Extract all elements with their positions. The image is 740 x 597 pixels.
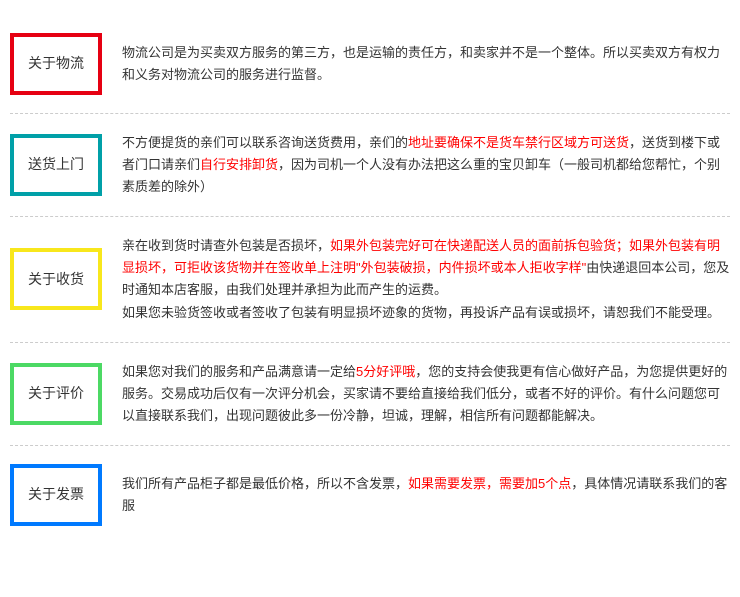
section-label: 关于发票 (28, 483, 84, 507)
highlight-text: 自行安排卸货 (200, 157, 278, 172)
body-text: 我们所有产品柜子都是最低价格，所以不含发票， (122, 476, 408, 491)
section-label-box: 关于发票 (10, 464, 102, 526)
section-review: 关于评价 如果您对我们的服务和产品满意请一定给5分好评哦，您的支持会使我更有信心做… (10, 343, 730, 446)
highlight-text: 5分好评哦 (356, 364, 415, 379)
body-text: 如果您未验货签收或者签收了包装有明显损坏迹象的货物，再投诉产品有误或损坏，请恕我… (122, 305, 720, 320)
section-logistics: 关于物流 物流公司是为买卖双方服务的第三方，也是运输的责任方，和卖家并不是一个整体… (10, 15, 730, 114)
section-receiving: 关于收货 亲在收到货时请查外包装是否损坏，如果外包装完好可在快递配送人员的面前拆包… (10, 217, 730, 342)
highlight-text: 地址要确保不是货车禁行区域方可送货 (408, 135, 629, 150)
section-content: 亲在收到货时请查外包装是否损坏，如果外包装完好可在快递配送人员的面前拆包验货；如… (122, 235, 730, 323)
section-label: 关于评价 (28, 382, 84, 406)
section-content: 不方便提货的亲们可以联系咨询送货费用，亲们的地址要确保不是货车禁行区域方可送货，… (122, 132, 730, 198)
section-label: 关于物流 (28, 52, 84, 76)
section-content: 物流公司是为买卖双方服务的第三方，也是运输的责任方，和卖家并不是一个整体。所以买… (122, 42, 730, 86)
section-label-box: 关于评价 (10, 363, 102, 425)
body-text: 亲在收到货时请查外包装是否损坏， (122, 238, 330, 253)
section-content: 我们所有产品柜子都是最低价格，所以不含发票，如果需要发票，需要加5个点，具体情况… (122, 473, 730, 517)
section-invoice: 关于发票 我们所有产品柜子都是最低价格，所以不含发票，如果需要发票，需要加5个点，… (10, 446, 730, 544)
section-label: 送货上门 (28, 153, 84, 177)
section-label-box: 关于物流 (10, 33, 102, 95)
highlight-text: 如果需要发票，需要加5个点 (408, 476, 571, 491)
section-content: 如果您对我们的服务和产品满意请一定给5分好评哦，您的支持会使我更有信心做好产品，… (122, 361, 730, 427)
section-delivery: 送货上门 不方便提货的亲们可以联系咨询送货费用，亲们的地址要确保不是货车禁行区域方… (10, 114, 730, 217)
section-label-box: 关于收货 (10, 248, 102, 310)
body-text: 物流公司是为买卖双方服务的第三方，也是运输的责任方，和卖家并不是一个整体。所以买… (122, 45, 720, 82)
section-label: 关于收货 (28, 268, 84, 292)
body-text: 如果您对我们的服务和产品满意请一定给 (122, 364, 356, 379)
body-text: 不方便提货的亲们可以联系咨询送货费用，亲们的 (122, 135, 408, 150)
section-label-box: 送货上门 (10, 134, 102, 196)
